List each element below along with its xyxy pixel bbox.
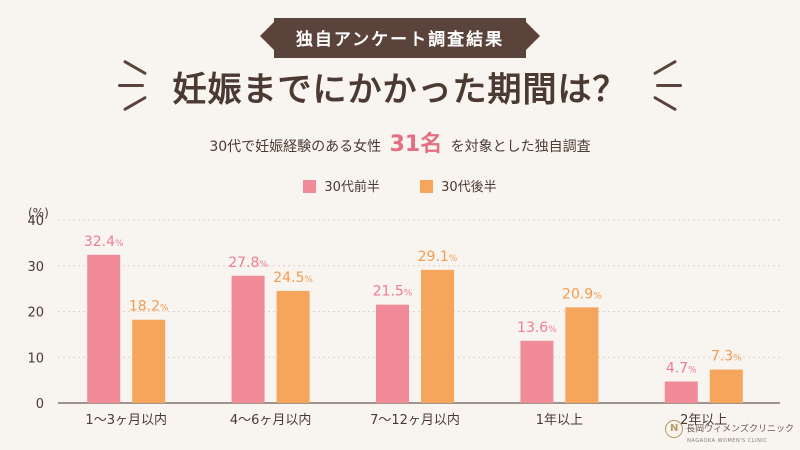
logo-subtitle: NAGAOKA WOMEN'S CLINIC — [687, 438, 768, 444]
title-accent-right-mid — [656, 84, 682, 87]
legend-item-series2: 30代後半 — [420, 176, 497, 195]
data-label: 18.2% — [129, 299, 169, 315]
y-tick-label: 30 — [27, 260, 44, 275]
y-tick-label: 0 — [36, 397, 44, 412]
data-label: 20.9% — [562, 286, 602, 302]
data-label: 24.5% — [273, 270, 313, 286]
clinic-logo: N 長岡ウィメンズクリニック NAGAOKA WOMEN'S CLINIC — [665, 420, 794, 444]
subtitle: 30代で妊娠経験のある女性 31名 を対象とした独自調査 — [0, 126, 800, 158]
data-label: 29.1% — [418, 249, 458, 265]
y-axis-unit: (%) — [28, 206, 49, 220]
bar-series2 — [421, 269, 454, 403]
subtitle-pre: 30代で妊娠経験のある女性 — [209, 139, 382, 155]
logo-name: 長岡ウィメンズクリニック — [686, 424, 794, 435]
survey-badge: 独自アンケート調査結果 — [0, 18, 800, 58]
bar-series1 — [520, 340, 554, 403]
bar-series2 — [565, 307, 599, 403]
bar-series2 — [709, 369, 743, 403]
data-label: 13.6% — [517, 320, 557, 336]
respondent-count: 31名 — [389, 132, 443, 157]
legend-swatch-series2 — [420, 180, 434, 193]
bar-series1 — [231, 275, 265, 403]
bar-series1 — [376, 304, 409, 403]
legend-swatch-series1 — [303, 180, 317, 193]
data-label: 27.8% — [228, 255, 268, 271]
y-tick-label: 20 — [27, 306, 44, 321]
title-accent-left-mid — [118, 84, 144, 87]
legend-item-series1: 30代前半 — [303, 176, 380, 195]
x-category-label: 2年以上 — [680, 413, 727, 428]
legend-label-series2: 30代後半 — [441, 180, 497, 195]
data-label: 4.7% — [666, 360, 697, 376]
chart-legend: 30代前半 30代後半 — [0, 176, 800, 195]
logo-mark: N — [665, 420, 684, 438]
page-title: 妊娠までにかかった期間は？ — [172, 70, 628, 110]
x-category-label: 1年以上 — [536, 413, 583, 428]
bar-series1 — [87, 254, 121, 403]
data-label: 32.4% — [84, 234, 124, 250]
data-label: 7.3% — [711, 349, 742, 365]
bar-series1 — [664, 381, 698, 403]
bar-series2 — [132, 319, 166, 403]
x-category-label: 7～12ヶ月以内 — [370, 412, 460, 428]
y-tick-label: 10 — [27, 351, 44, 366]
legend-label-series1: 30代前半 — [324, 180, 380, 195]
badge-label: 独自アンケート調査結果 — [259, 18, 541, 58]
data-label: 21.5% — [373, 284, 413, 300]
subtitle-post: を対象とした独自調査 — [450, 139, 591, 155]
x-category-label: 4～6ヶ月以内 — [230, 412, 312, 428]
x-category-label: 1～3ヶ月以内 — [85, 412, 167, 428]
bar-series2 — [276, 290, 310, 403]
y-tick-label: 40 — [27, 214, 44, 229]
